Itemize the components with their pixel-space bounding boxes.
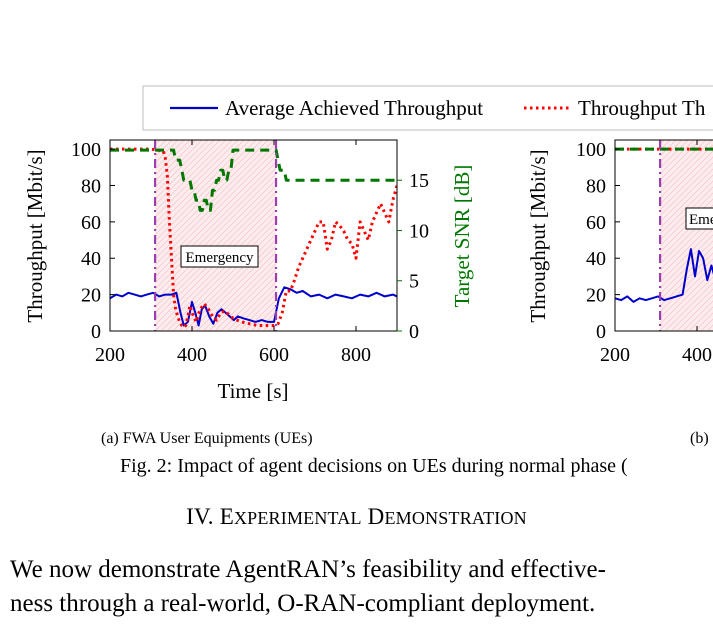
legend-box	[142, 85, 713, 131]
emergency-label-b: Eme	[689, 212, 713, 228]
series-average-achieved-throughput-line	[615, 248, 713, 303]
subcaption-b: (b)	[690, 430, 709, 447]
panel-a: 200 400 600 800 0 20 40 60 80 100 0 5 10 15 Emergency…	[23, 139, 474, 403]
y-tick-label: 0	[91, 321, 101, 343]
y-tick-label: 80	[586, 175, 606, 197]
subcaption-a: (a) FWA User Equipments (UEs)	[101, 430, 313, 447]
panel-b: 200 400 0 20 40 60 80 100 Eme Throughput [Mbit/…	[526, 139, 713, 366]
plot-frame-b	[614, 139, 713, 332]
y2-tick-label: 0	[409, 321, 419, 343]
x-axis-label: Time [s]	[218, 379, 289, 403]
x-tick-label: 600	[259, 344, 289, 366]
y-tick-label: 0	[596, 321, 606, 343]
x-tick-label: 800	[341, 344, 371, 366]
emergency-label-box-b	[685, 207, 713, 230]
y-axis-label: Throughput [Mbit/s]	[23, 149, 47, 322]
figure: Average Achieved Throughput Throughput T…	[23, 85, 713, 403]
y-axis-label-b: Throughput [Mbit/s]	[526, 149, 550, 322]
y-tick-label: 100	[576, 139, 606, 161]
emergency-label: Emergency	[185, 250, 254, 266]
legend-entry-achieved: Average Achieved Throughput	[225, 96, 483, 120]
y2-axis-label: Target SNR [dB]	[450, 165, 474, 308]
y-tick-label: 100	[71, 139, 101, 161]
y-tick-label: 60	[586, 212, 606, 234]
y-tick-label: 40	[586, 248, 606, 270]
emergency-region-b	[660, 140, 713, 331]
body-line-1: We now demonstrate AgentRAN’s feasibilit…	[10, 556, 606, 583]
series-average-achieved-throughput-line	[110, 286, 397, 327]
y-tick-label: 20	[81, 285, 101, 307]
legend-entry-threshold: Throughput Th	[578, 96, 706, 120]
y-tick-label: 40	[81, 248, 101, 270]
body-line-2: ness through a real-world, O-RAN-complia…	[10, 590, 596, 617]
section-title: EXPERIMENTAL DEMONSTRATION	[219, 504, 527, 529]
section-heading: IV. EXPERIMENTAL DEMONSTRATION	[0, 504, 713, 530]
y-tick-label: 20	[586, 285, 606, 307]
x-tick-label: 400	[177, 344, 207, 366]
section-number: IV.	[186, 504, 214, 529]
emergency-label-box	[180, 245, 259, 268]
figure-caption: Fig. 2: Impact of agent decisions on UEs…	[120, 455, 628, 477]
x-tick-label: 200	[600, 344, 630, 366]
emergency-region	[155, 140, 277, 331]
y2-tick-label: 10	[409, 220, 429, 242]
x-tick-label: 400	[682, 344, 712, 366]
x-tick-label: 200	[95, 344, 125, 366]
plot-frame	[109, 139, 398, 332]
y-tick-label: 60	[81, 212, 101, 234]
series-target-snr-line	[110, 148, 397, 212]
y2-tick-label: 5	[409, 271, 419, 293]
y-tick-label: 80	[81, 175, 101, 197]
y2-tick-label: 15	[409, 170, 429, 192]
